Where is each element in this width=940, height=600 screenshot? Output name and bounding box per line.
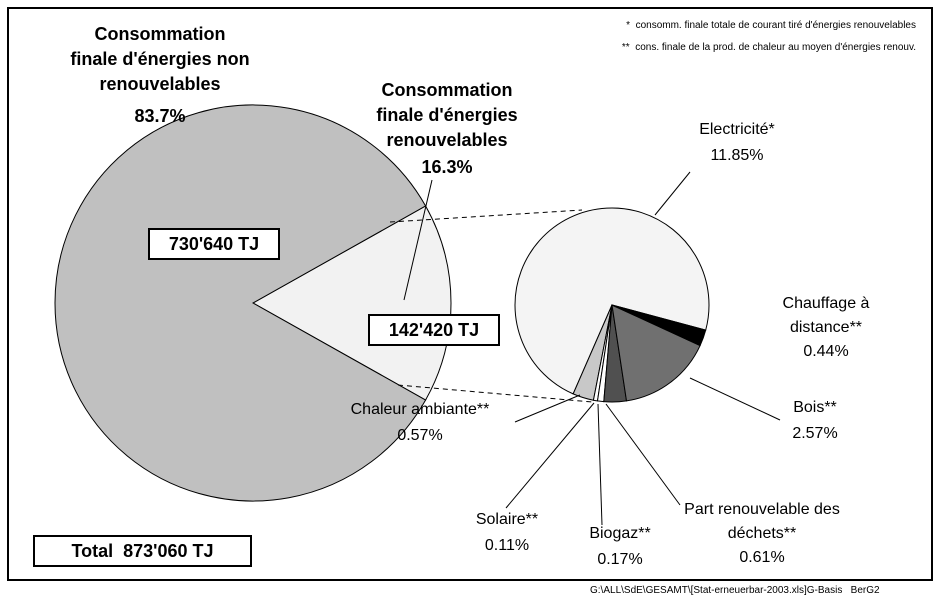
slice-label: Part renouvelable des déchets** <box>684 501 840 542</box>
connector <box>397 384 593 403</box>
amount-label: 730'640 TJ <box>148 228 280 260</box>
leader-line <box>505 402 595 509</box>
leader-line <box>403 179 433 301</box>
leader-line <box>689 377 781 421</box>
footnote: * consomm. finale totale de courant tiré… <box>626 20 916 31</box>
value-label: 0.44% <box>803 343 849 360</box>
value-label: 0.57% <box>397 427 443 444</box>
value-label: 11.85% <box>710 147 764 164</box>
pie-slice <box>251 205 452 401</box>
leader-line <box>514 394 581 423</box>
footnote: ** cons. finale de la prod. de chaleur a… <box>621 42 916 53</box>
pie-slice <box>514 207 710 395</box>
value-label: 83.7% <box>134 106 186 126</box>
value-label: 16.3% <box>421 157 473 177</box>
slice-label: Chaleur ambiante** <box>350 401 490 418</box>
value-label: 0.11% <box>484 537 530 554</box>
frame <box>7 7 933 581</box>
slice-label: Consommation finale d'énergies renouvela… <box>376 80 518 150</box>
footer: G:\ALL\SdE\GESAMT\[Stat-erneuerbar-2003.… <box>590 585 880 596</box>
total-label: Total 873'060 TJ <box>33 535 252 567</box>
pie-slice <box>611 304 701 402</box>
amount-label: 142'420 TJ <box>368 314 500 346</box>
slice-label: Solaire** <box>475 511 539 528</box>
leader-line <box>654 171 691 216</box>
value-label: 2.57% <box>792 425 838 442</box>
slice-label: Bois** <box>793 399 837 416</box>
pie-slice <box>54 104 427 502</box>
slice-label: Chauffage à distance** <box>782 295 870 336</box>
leader-line <box>605 403 681 506</box>
value-label: 0.17% <box>597 551 643 568</box>
leader-line <box>597 403 603 526</box>
slice-label: Consommation finale d'énergies non renou… <box>70 24 250 94</box>
pie-slice <box>611 304 707 347</box>
value-label: 0.61% <box>739 549 785 566</box>
slice-label: Electricité* <box>699 121 775 138</box>
slice-label: Biogaz** <box>589 525 651 542</box>
